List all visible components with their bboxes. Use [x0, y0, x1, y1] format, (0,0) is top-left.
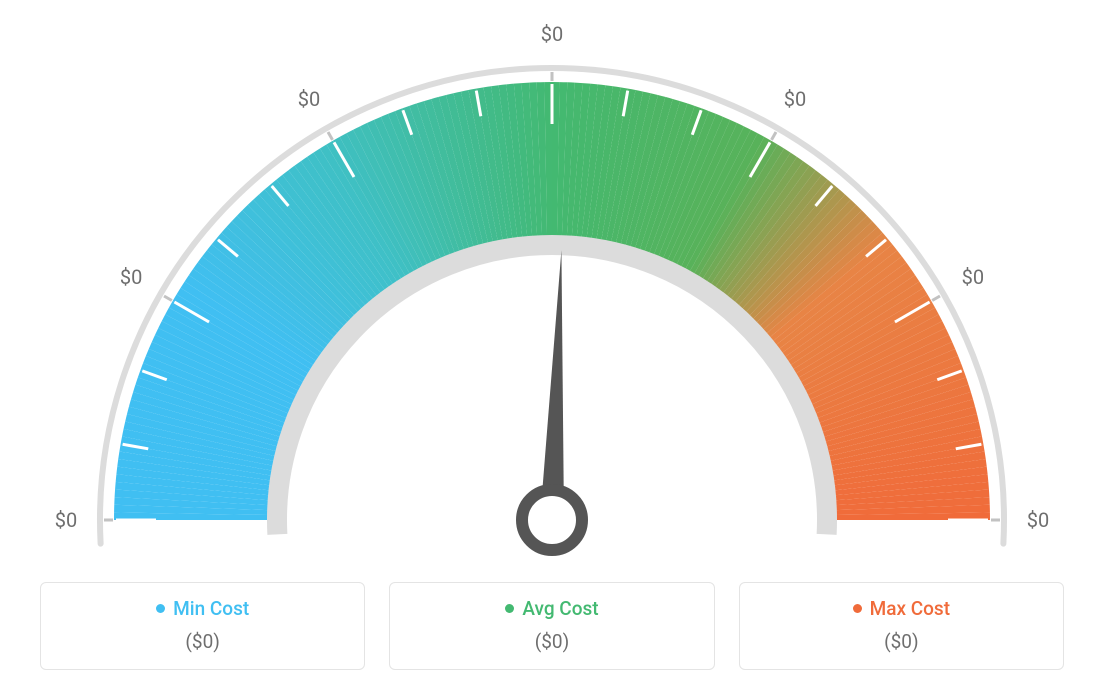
- gauge-tick-label: $0: [298, 87, 320, 111]
- legend-card-max: Max Cost ($0): [739, 582, 1064, 670]
- legend-row: Min Cost ($0) Avg Cost ($0) Max Cost ($0…: [40, 582, 1064, 670]
- legend-dot-min: [156, 604, 165, 613]
- legend-card-avg: Avg Cost ($0): [389, 582, 714, 670]
- gauge-tick-label: $0: [1027, 508, 1049, 532]
- legend-value-min: ($0): [51, 630, 354, 653]
- legend-value-avg: ($0): [400, 630, 703, 653]
- gauge-chart: $0 $0 $0 $0 $0 $0 $0: [0, 0, 1104, 560]
- legend-label-max: Max Cost: [870, 597, 950, 620]
- gauge-svg: [0, 0, 1104, 560]
- gauge-tick-label: $0: [55, 508, 77, 532]
- gauge-tick-label: $0: [541, 22, 563, 46]
- legend-label-avg: Avg Cost: [522, 597, 598, 620]
- legend-label-min: Min Cost: [173, 597, 249, 620]
- gauge-tick-label: $0: [962, 265, 984, 289]
- legend-dot-max: [853, 604, 862, 613]
- legend-card-min: Min Cost ($0): [40, 582, 365, 670]
- gauge-tick-label: $0: [120, 265, 142, 289]
- legend-dot-avg: [505, 604, 514, 613]
- legend-value-max: ($0): [750, 630, 1053, 653]
- gauge-tick-label: $0: [784, 87, 806, 111]
